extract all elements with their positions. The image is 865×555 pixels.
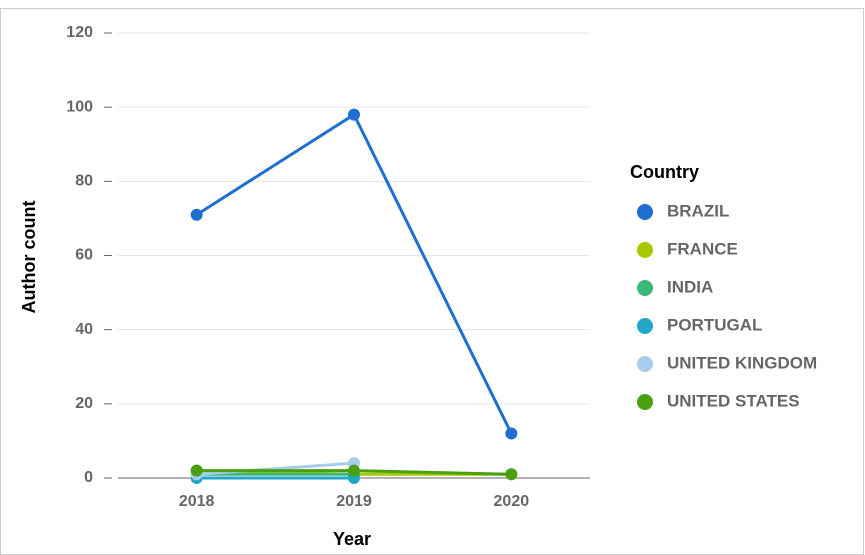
y-tick-label: 20 [75,395,93,412]
legend-label: FRANCE [667,239,738,258]
legend-title: Country [630,162,699,182]
legend-label: PORTUGAL [667,315,762,334]
x-tick-label: 2020 [494,493,530,510]
series-line [196,461,355,476]
data-point [505,427,518,440]
y-tick-label: 80 [75,173,93,190]
legend-label: UNITED KINGDOM [667,353,817,372]
legend-marker [637,318,653,334]
legend-marker [637,204,653,220]
y-tick-label: 120 [66,24,93,41]
y-axis-label: Author count [19,201,39,314]
legend-label: UNITED STATES [667,391,800,410]
legend-marker [637,242,653,258]
legend-marker [637,356,653,372]
y-tick-label: 100 [66,98,93,115]
y-tick-label: 40 [75,321,93,338]
data-point [190,464,203,477]
legend-label: BRAZIL [667,201,729,220]
x-tick-label: 2019 [336,493,372,510]
data-point [505,468,518,481]
data-point [190,208,203,221]
series-line [195,112,513,435]
legend-marker [637,280,653,296]
y-tick-label: 0 [84,469,93,486]
x-tick-label: 2018 [179,493,215,510]
x-axis-label: Year [333,529,371,549]
data-point [348,464,360,477]
y-tick-label: 60 [75,247,93,264]
legend-marker [637,394,653,410]
legend-label: INDIA [667,277,713,296]
data-point [348,108,360,121]
